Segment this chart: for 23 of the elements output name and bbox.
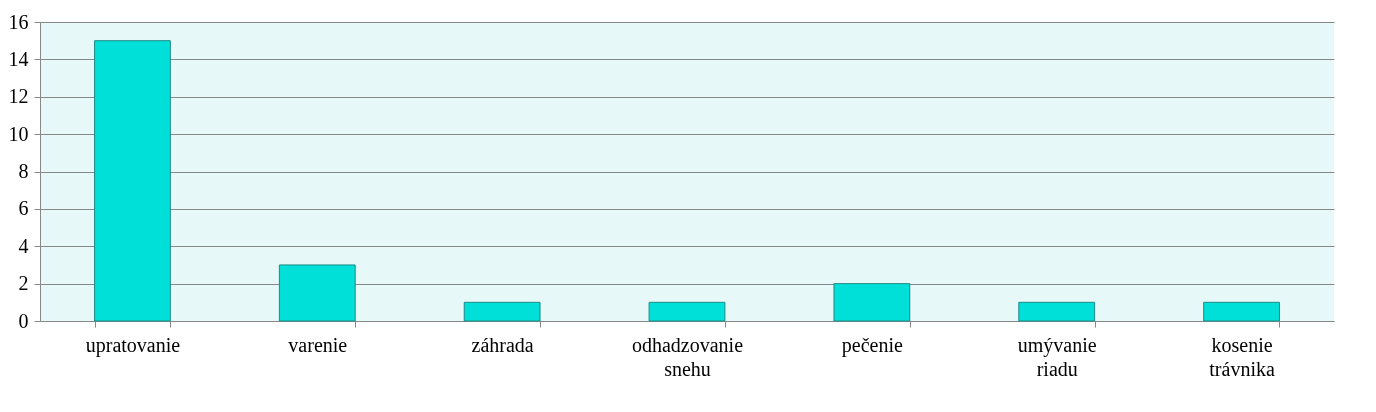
x-tick-label: pečenie bbox=[841, 333, 904, 357]
x-tick-label: varenie bbox=[288, 333, 348, 356]
y-tick-label: 2 bbox=[18, 272, 29, 295]
y-tick-label: 4 bbox=[18, 234, 29, 257]
bar bbox=[278, 264, 356, 322]
x-tick-label: umývanie riadu bbox=[1017, 333, 1097, 380]
y-tick-label: 16 bbox=[8, 10, 29, 33]
bar bbox=[1018, 301, 1096, 322]
y-tick-label: 8 bbox=[18, 160, 29, 182]
bar bbox=[648, 301, 726, 322]
y-tick-label: 10 bbox=[8, 122, 29, 145]
y-tick-label: 12 bbox=[8, 85, 29, 108]
x-tick-label: záhrada bbox=[471, 333, 534, 356]
x-tick-label: upratovanie bbox=[85, 333, 181, 357]
y-tick-label: 14 bbox=[8, 47, 29, 70]
y-tick-label: 0 bbox=[18, 309, 29, 332]
x-tick-label: kosenie trávnika bbox=[1209, 333, 1275, 380]
bar bbox=[463, 301, 541, 322]
bar bbox=[1203, 301, 1280, 322]
bar bbox=[94, 40, 171, 322]
bar bbox=[833, 283, 911, 322]
x-tick-label: odhadzovanie snehu bbox=[631, 333, 744, 380]
y-tick-label: 6 bbox=[18, 197, 29, 220]
